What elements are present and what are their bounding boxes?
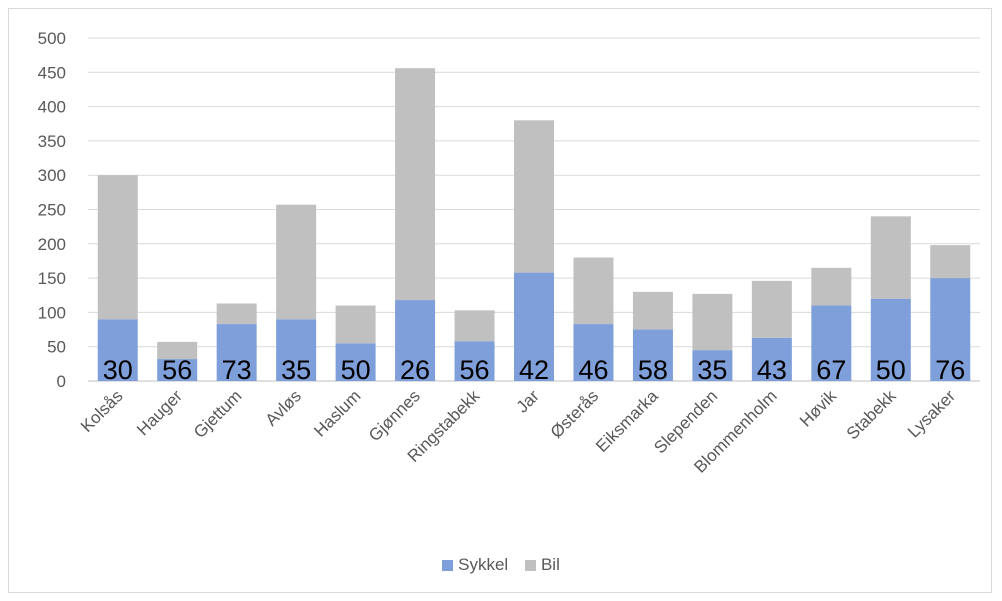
bar-sykkel-2 (216, 324, 257, 381)
bar-data-label: 67 (816, 355, 846, 385)
bar-bil-11 (751, 280, 792, 338)
y-tick-label: 100 (38, 303, 66, 322)
bar-sykkel-13 (870, 298, 911, 381)
x-category-label: Østerås (547, 386, 603, 442)
x-axis-category-labels: Kolsås Hauger Gjettum Avløs Haslum GjønnesRin… (77, 386, 959, 477)
x-category-label: Stabekk (843, 386, 900, 443)
bar-bil-7 (514, 120, 554, 273)
bar-data-label: 58 (638, 355, 668, 385)
legend-item-bil: Bil (524, 555, 560, 575)
data-labels: 30 56 73 35 50 26 56 42 46 58 35 43 67 50 76 (103, 355, 966, 385)
bar-bil-0 (97, 175, 138, 320)
x-category-label: Avløs (262, 386, 305, 429)
y-tick-label: 50 (47, 338, 66, 357)
y-tick-label: 400 (38, 98, 66, 117)
bar-data-label: 76 (935, 355, 965, 385)
bar-bil-1 (157, 341, 198, 360)
x-category-label: Kolsås (77, 386, 127, 436)
bar-bil-13 (870, 216, 911, 299)
x-category-label: Haslum (310, 386, 364, 440)
bar-sykkel-12 (811, 305, 852, 381)
bar-data-label: 56 (460, 355, 490, 385)
bar-sykkel-9 (632, 329, 673, 381)
y-tick-label: 0 (57, 372, 66, 391)
x-category-label: Hauger (133, 386, 186, 439)
bar-sykkel-1 (157, 359, 198, 381)
bar-sykkel-6 (454, 341, 495, 381)
bar-data-label: 50 (341, 355, 371, 385)
y-tick-label: 200 (38, 235, 66, 254)
bar-bil-12 (811, 267, 852, 306)
bar-sykkel-5 (395, 300, 436, 381)
bar-data-label: 35 (281, 355, 311, 385)
bar-bil-6 (454, 310, 495, 342)
bar-bil-4 (335, 305, 376, 344)
bar-bil-14 (930, 245, 971, 279)
bar-data-label: 26 (400, 355, 430, 385)
x-category-label: Lysaker (904, 386, 959, 441)
bar-sykkel-8 (573, 324, 614, 381)
y-tick-label: 250 (38, 201, 66, 220)
y-tick-label: 300 (38, 166, 66, 185)
y-tick-label: 350 (38, 132, 66, 151)
bar-bil-10 (692, 293, 733, 351)
x-category-label: Gjønnes (365, 386, 424, 445)
legend-swatch-sykkel (442, 559, 454, 571)
bars (97, 68, 971, 381)
bar-sykkel-3 (276, 319, 317, 381)
bar-data-label: 43 (757, 355, 787, 385)
x-category-label: Høvik (796, 386, 841, 431)
legend: Sykkel Bil (0, 555, 1002, 576)
bar-data-label: 50 (876, 355, 906, 385)
bar-bil-5 (395, 68, 436, 301)
bar-sykkel-0 (97, 319, 138, 381)
y-tick-label: 500 (38, 29, 66, 48)
legend-swatch-bil (524, 559, 536, 571)
bar-sykkel-10 (692, 350, 733, 381)
y-tick-label: 150 (38, 269, 66, 288)
legend-label-sykkel: Sykkel (458, 555, 509, 574)
x-category-label: Gjettum (190, 386, 246, 442)
bar-sykkel-14 (930, 278, 971, 381)
bar-bil-3 (276, 204, 317, 320)
bar-data-label: 46 (578, 355, 608, 385)
bar-sykkel-7 (514, 272, 554, 381)
bar-data-label: 42 (519, 355, 549, 385)
y-tick-label: 450 (38, 63, 66, 82)
bar-bil-9 (632, 291, 673, 330)
bar-sykkel-11 (751, 337, 792, 381)
bar-bil-8 (573, 257, 614, 325)
legend-label-bil: Bil (540, 555, 560, 574)
bar-data-label: 56 (162, 355, 192, 385)
bar-data-label: 73 (222, 355, 252, 385)
bar-bil-2 (216, 303, 257, 325)
legend-item-sykkel: Sykkel (442, 555, 508, 575)
y-axis-tick-labels: 0 50 100 150 200 250 300 350 400 450 500 (38, 29, 66, 391)
bar-data-label: 30 (103, 355, 133, 385)
bar-sykkel-4 (335, 343, 376, 381)
x-category-label: Jar (513, 386, 543, 416)
bar-data-label: 35 (697, 355, 727, 385)
